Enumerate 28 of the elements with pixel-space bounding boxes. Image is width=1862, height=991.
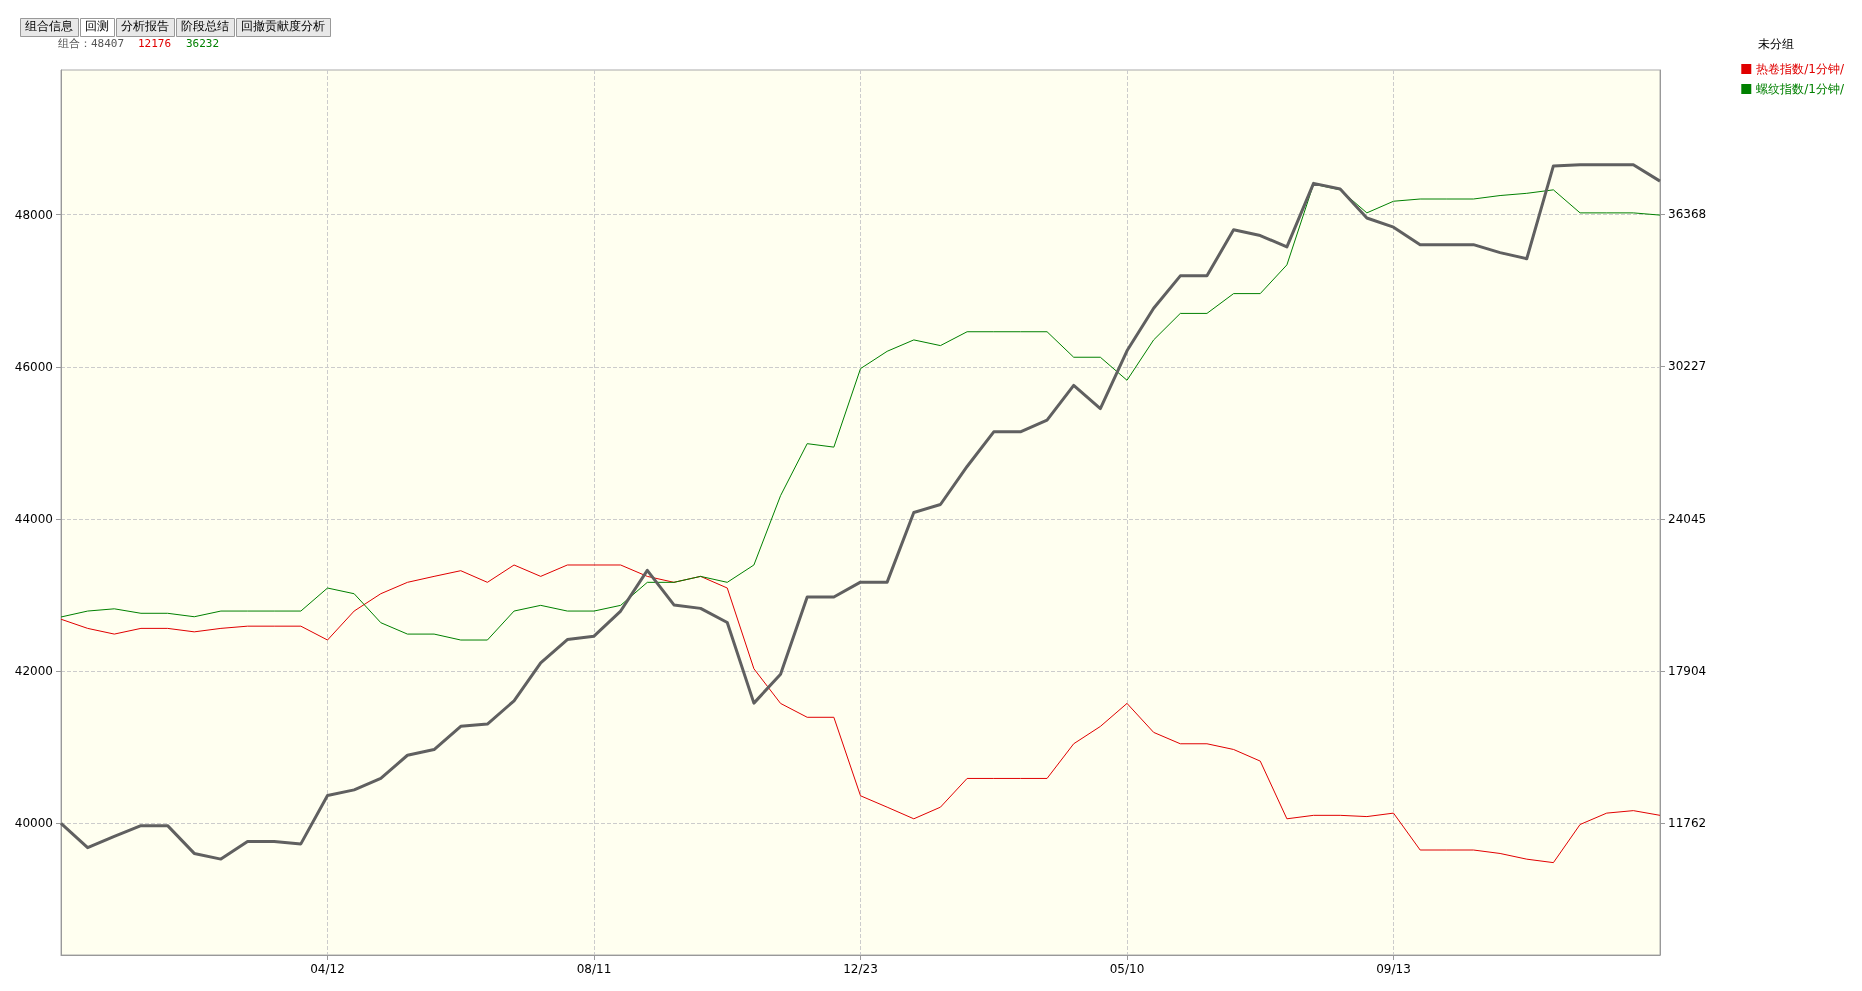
text: 12176: [138, 37, 172, 50]
text: 阶段总结: [181, 19, 229, 33]
text: 分析报告: [121, 19, 169, 33]
x-tick-label: 05/10: [1109, 962, 1145, 976]
legend-label: 螺纹指数/1分钟/: [1756, 82, 1845, 96]
x-tick-label: 09/13: [1376, 962, 1411, 976]
y2-tick-label: 24045: [1668, 512, 1707, 527]
y2-tick-label: 11762: [1668, 816, 1707, 831]
line-series: [60, 564, 1661, 864]
y-tick-label: 46000: [14, 359, 53, 374]
text: 36232: [186, 37, 220, 50]
x-tick-label: 04/12: [310, 962, 345, 976]
y2-tick-label: 36368: [1668, 207, 1707, 222]
y-tick-label: 48000: [14, 207, 53, 222]
y-tick-label: 42000: [14, 664, 53, 679]
y-tick-label: 44000: [14, 511, 53, 526]
x-tick-label: 08/11: [576, 962, 612, 976]
legend-label: 热卷指数/1分钟/: [1756, 62, 1845, 76]
x-tick-label: 12/23: [843, 962, 878, 976]
y2-tick-label: 17904: [1668, 664, 1707, 679]
text: 回测: [85, 19, 109, 33]
text: 回撤贡献度分析: [241, 19, 325, 33]
line-series: [59, 163, 1662, 861]
text: 组合：48407: [58, 37, 125, 50]
text: 组合信息: [25, 19, 73, 33]
y-tick-label: 40000: [14, 816, 53, 831]
legend-title: 未分组: [1758, 37, 1794, 51]
y2-tick-label: 30227: [1668, 359, 1707, 374]
